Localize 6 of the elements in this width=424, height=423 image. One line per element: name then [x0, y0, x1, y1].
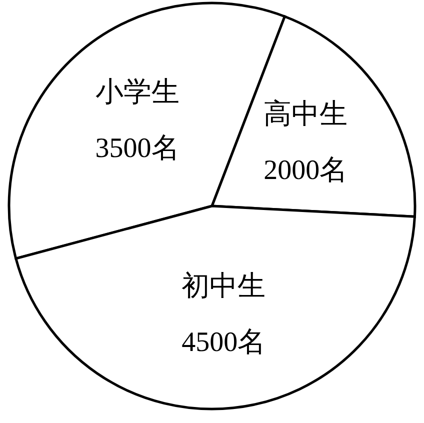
slice-label: 初中生 — [182, 271, 266, 302]
slice-label: 高中生 — [264, 99, 348, 130]
data-label: 2000名 — [264, 155, 348, 186]
data-label: 4500名 — [182, 327, 266, 358]
slice-label: 小学生 — [95, 77, 180, 108]
data-label: 3500名 — [95, 133, 180, 164]
